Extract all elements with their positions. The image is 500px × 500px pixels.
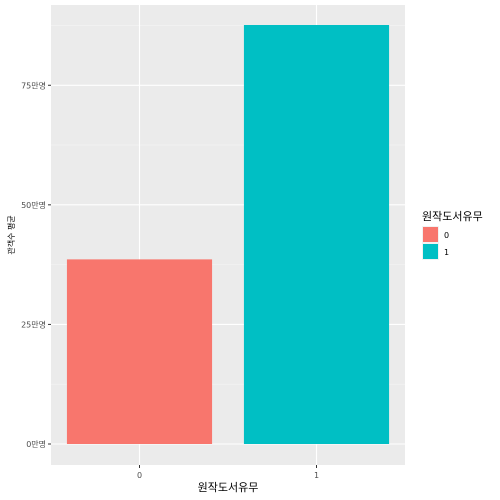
- y-tick-label: 75만명: [21, 80, 46, 90]
- y-tick-label: 50만명: [21, 200, 46, 210]
- legend: 원작도서유무 01: [422, 210, 483, 260]
- y-tick-label: 0만명: [26, 439, 46, 449]
- y-axis-label: 관객수 평균: [6, 215, 16, 254]
- bars: [66, 25, 390, 444]
- y-tick-label: 25만명: [21, 319, 46, 329]
- x-axis-label: 원작도서유무: [198, 481, 259, 494]
- legend-label-1: 1: [444, 248, 449, 257]
- legend-entries: 01: [422, 226, 449, 260]
- bar-0: [66, 259, 213, 444]
- legend-swatch-1: [423, 244, 438, 259]
- legend-label-0: 0: [444, 231, 449, 240]
- y-axis: 0만명 25만명 50만명 75만명: [21, 80, 51, 449]
- legend-swatch-0: [423, 227, 438, 242]
- x-tick-label: 0: [137, 471, 142, 480]
- x-tick-label: 1: [314, 471, 319, 480]
- bar-1: [243, 25, 390, 444]
- legend-title: 원작도서유무: [422, 210, 483, 223]
